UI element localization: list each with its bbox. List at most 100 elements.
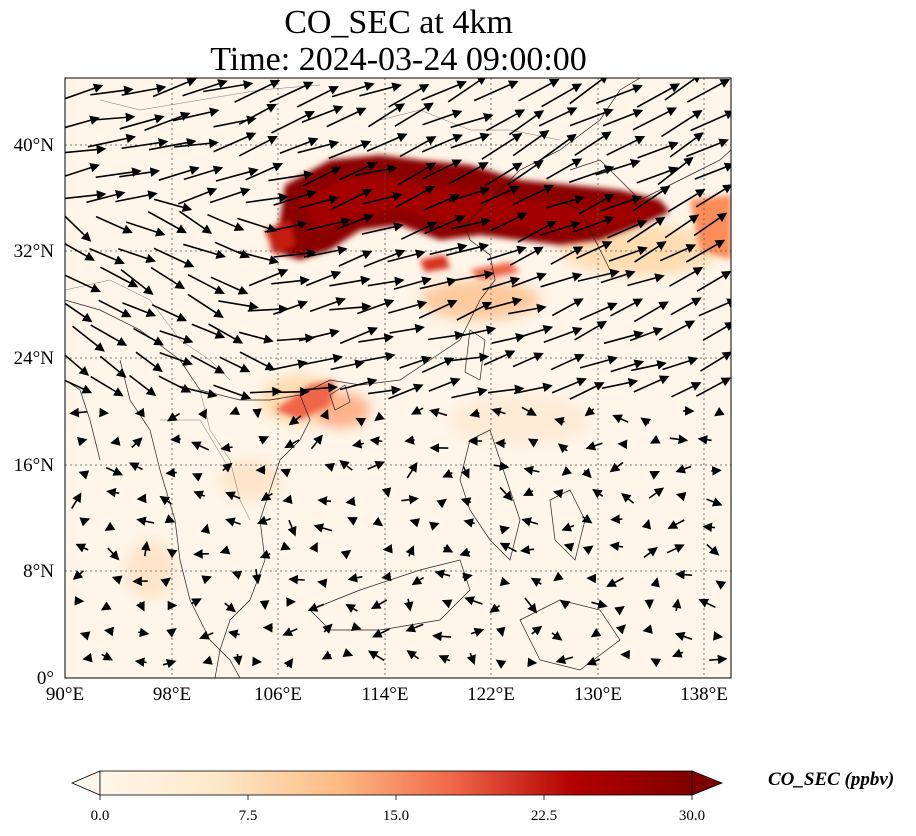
wind-arrow	[279, 137, 319, 155]
wind-arrow	[419, 277, 457, 290]
wind-arrow	[159, 330, 194, 344]
wind-arrow	[99, 355, 127, 378]
wind-arrow	[421, 357, 455, 374]
wind-arrow	[273, 300, 309, 316]
wind-arrow	[574, 320, 608, 341]
wind-arrow	[347, 517, 358, 526]
wind-arrow	[271, 275, 310, 286]
wind-arrow	[418, 299, 458, 319]
wind-arrow	[370, 599, 388, 609]
wind-arrow	[166, 548, 178, 559]
wind-arrow	[288, 574, 305, 585]
wind-arrow	[65, 242, 95, 261]
wind-arrow	[297, 139, 340, 154]
wind-arrow	[713, 406, 725, 417]
wind-arrow	[550, 246, 584, 265]
wind-arrow	[551, 377, 587, 394]
wind-arrow	[636, 83, 681, 108]
wind-arrow	[629, 327, 664, 342]
wind-arrow	[569, 78, 609, 105]
wind-arrow	[606, 136, 646, 156]
wind-arrow	[636, 166, 679, 184]
wind-arrow	[669, 132, 704, 158]
wind-arrow	[640, 417, 652, 427]
wind-arrow	[237, 250, 280, 265]
wind-arrow	[557, 443, 569, 454]
wind-arrow	[65, 83, 104, 100]
wind-arrow	[527, 438, 539, 448]
wind-arrow	[429, 521, 440, 531]
wind-arrow	[126, 221, 166, 237]
wind-arrow	[106, 487, 120, 498]
wind-arrow	[273, 189, 317, 206]
wind-arrow	[202, 655, 213, 665]
lat-tick-label: 24°N	[14, 348, 55, 369]
wind-arrow	[702, 321, 731, 341]
wind-arrow	[280, 541, 291, 551]
wind-arrow	[79, 517, 91, 527]
wind-arrow	[470, 627, 485, 637]
wind-arrow	[148, 137, 197, 151]
wind-arrow	[247, 304, 289, 314]
lon-tick-label: 114°E	[362, 684, 409, 705]
wind-arrow	[615, 624, 627, 635]
wind-arrow	[421, 133, 463, 153]
wind-arrow	[321, 650, 333, 660]
wind-arrow	[466, 652, 476, 665]
wind-arrow	[671, 382, 702, 398]
wind-arrow	[331, 81, 375, 98]
wind-arrow	[269, 81, 314, 104]
wind-arrow	[233, 653, 243, 666]
wind-arrow	[610, 298, 644, 317]
lat-tick-label: 0°	[37, 668, 54, 689]
wind-arrow	[563, 542, 575, 552]
wind-arrow	[90, 85, 134, 96]
wind-arrow	[298, 328, 340, 342]
wind-arrow	[482, 276, 521, 291]
wind-arrow	[95, 167, 142, 179]
wind-arrow	[685, 239, 726, 263]
wind-arrow	[100, 266, 139, 288]
wind-arrow	[65, 379, 93, 394]
colorbar-label: CO_SEC (ppbv)	[768, 769, 895, 790]
wind-arrow	[388, 300, 428, 314]
wind-arrow	[224, 602, 236, 613]
wind-arrow	[159, 495, 172, 506]
colorbar-tick: 30.0	[679, 808, 705, 824]
wind-arrow	[207, 213, 245, 232]
wind-arrow	[555, 654, 574, 665]
wind-arrow	[218, 300, 259, 311]
wind-arrow	[434, 569, 451, 579]
wind-arrow	[178, 210, 213, 234]
wind-arrow	[401, 494, 419, 505]
wind-arrow	[225, 491, 241, 501]
wind-arrow	[245, 193, 289, 204]
wind-arrow	[552, 488, 564, 499]
wind-arrow	[394, 102, 434, 127]
wind-arrow	[709, 654, 728, 665]
wind-arrow	[367, 650, 385, 661]
wind-arrow	[144, 111, 191, 131]
wind-arrow	[410, 405, 424, 415]
wind-arrow	[248, 268, 289, 287]
wind-arrow	[201, 575, 212, 585]
wind-arrow	[258, 436, 270, 445]
wind-arrow	[135, 351, 163, 373]
wind-arrow	[451, 217, 492, 230]
wind-arrow	[521, 517, 539, 527]
wind-arrow	[122, 302, 157, 318]
wind-arrow	[513, 382, 553, 395]
wind-arrow	[499, 525, 510, 535]
wind-arrow	[322, 623, 333, 634]
wind-arrow	[696, 270, 731, 292]
wind-arrow	[460, 497, 472, 507]
wind-arrow	[715, 580, 727, 590]
wind-arrow	[193, 549, 210, 559]
wind-arrow	[309, 297, 346, 313]
wind-arrow	[338, 250, 373, 267]
wind-arrow	[229, 406, 241, 416]
wind-arrow	[238, 103, 277, 125]
wind-arrow	[339, 460, 353, 471]
wind-arrow	[238, 135, 278, 157]
wind-vectors	[65, 78, 731, 669]
